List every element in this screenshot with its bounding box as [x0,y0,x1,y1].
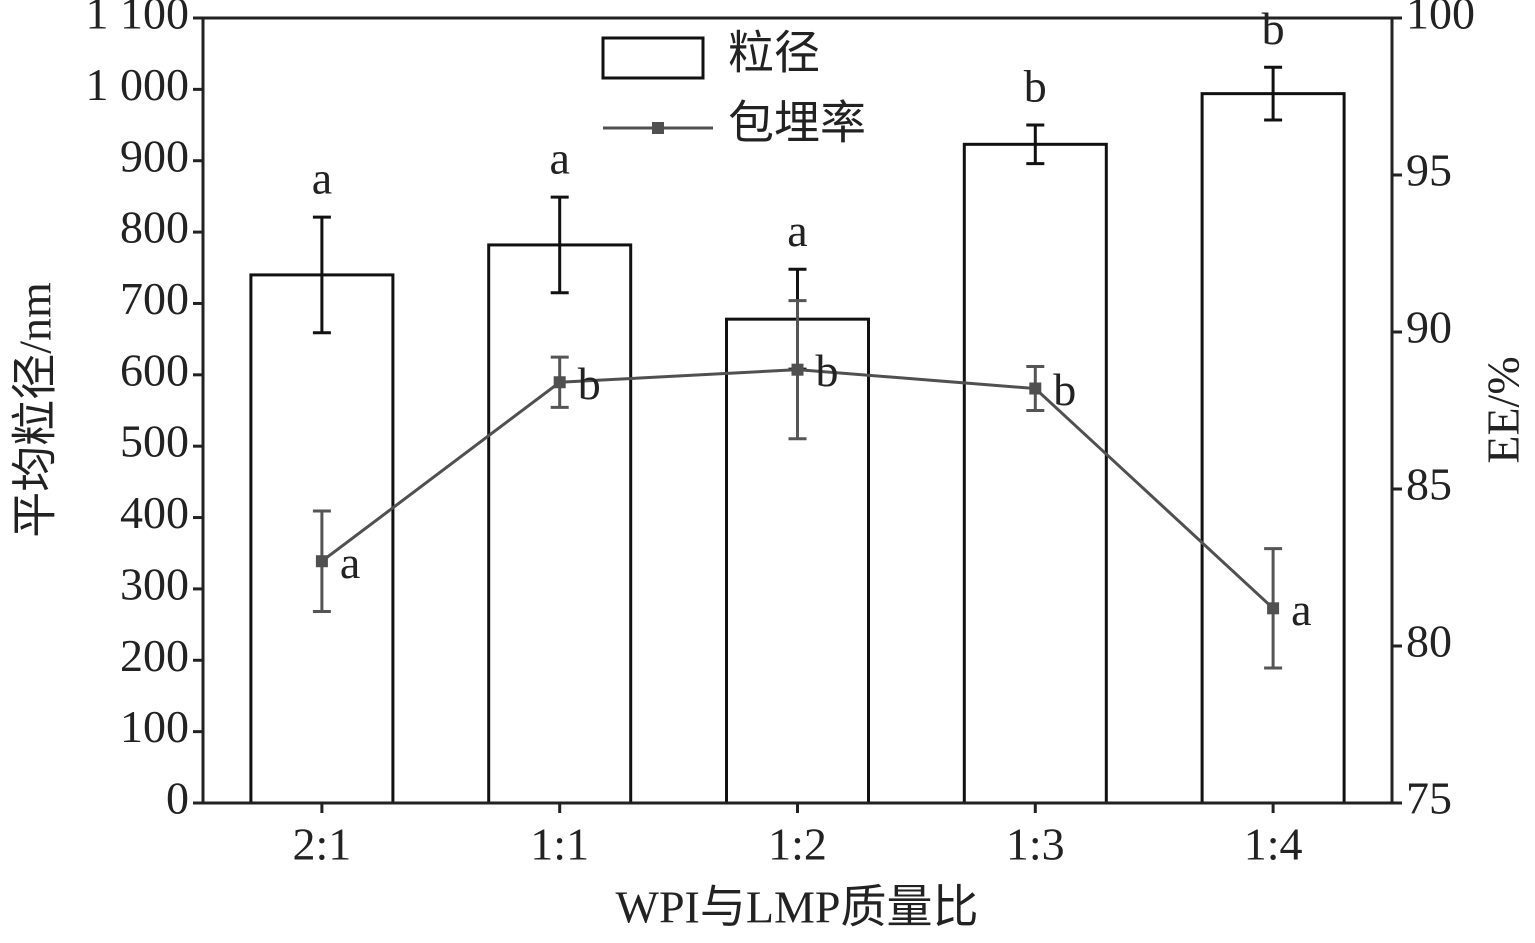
bar-letter: a [787,205,807,256]
bar-letter: a [549,133,569,184]
y2-tick-label: 100 [1406,0,1475,39]
y-tick-label: 600 [120,344,189,395]
bar [1200,92,1346,805]
y-tick-label: 100 [120,701,189,752]
y-tick-label: 700 [120,273,189,324]
x-axis-label: WPI与LMP质量比 [616,882,979,933]
y-tick-label: 200 [120,630,189,681]
bar-letter: b [1024,61,1047,112]
legend-marker [652,122,664,134]
y2-tick-label: 95 [1406,145,1452,196]
x-tick-label: 2:1 [293,819,352,870]
y2-tick-label: 90 [1406,302,1452,353]
y-tick-label: 1 000 [86,59,190,110]
bar-letter: b [1262,3,1285,54]
bar [962,142,1108,805]
point [315,555,328,568]
legend-label: 粒径 [728,28,820,79]
legend-swatch [601,36,705,80]
y-tick-label: 800 [120,202,189,253]
x-tick-label: 1:1 [530,819,589,870]
point [1267,602,1280,615]
x-tick-label: 1:3 [1006,819,1065,870]
y-axis-label: 平均粒径/nm [10,282,61,538]
x-tick-label: 1:4 [1244,819,1303,870]
y-tick-label: 500 [120,416,189,467]
bar-letter: a [312,153,332,204]
y-tick-label: 1 100 [86,0,190,39]
bar [487,243,633,805]
y-tick-label: 300 [120,558,189,609]
y2-axis-label: EE/% [1478,356,1529,463]
y-tick-label: 0 [166,773,189,824]
plot-frame [201,16,1394,805]
legend-label: 包埋率 [728,98,866,149]
y-tick-label: 900 [120,130,189,181]
y2-tick-label: 80 [1406,616,1452,667]
point [1029,382,1042,395]
point-letter: b [816,345,839,396]
point [791,363,804,376]
point-letter: b [578,358,601,409]
y2-tick-label: 75 [1406,773,1452,824]
point [553,376,566,389]
x-tick-label: 1:2 [768,819,827,870]
y-tick-label: 400 [120,487,189,538]
point-letter: b [1053,364,1076,415]
y2-tick-label: 85 [1406,459,1452,510]
point-letter: a [340,537,360,588]
point-letter: a [1291,584,1311,635]
